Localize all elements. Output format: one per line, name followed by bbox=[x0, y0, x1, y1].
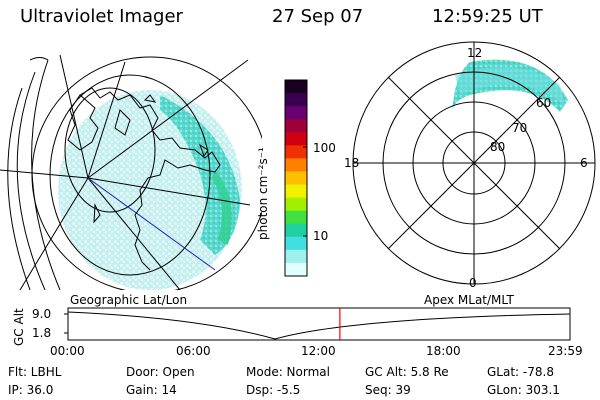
altitude-ytick-bottom: 1.8 bbox=[32, 326, 52, 340]
altitude-ytick-top: 9.0 bbox=[32, 307, 52, 321]
colorbar-swatch bbox=[285, 119, 307, 133]
uv-emission-aurora bbox=[160, 95, 240, 255]
colorbar-swatch bbox=[285, 262, 307, 277]
colorbar-swatch bbox=[285, 249, 307, 264]
mlat-label-60: 60 bbox=[536, 96, 552, 110]
geo-panel-label: Geographic Lat/Lon bbox=[70, 293, 188, 307]
colorbar-swatch bbox=[285, 158, 307, 172]
status-mode: Mode: Normal bbox=[246, 365, 330, 379]
colorbar-swatch bbox=[285, 106, 307, 120]
status-door: Door: Open bbox=[126, 365, 195, 379]
colorbar-swatch bbox=[285, 145, 307, 159]
mlat-label-70: 70 bbox=[512, 121, 528, 135]
coastlines bbox=[67, 87, 221, 271]
altitude-xtick-1200: 12:00 bbox=[301, 344, 336, 358]
colorbar-swatch bbox=[285, 171, 307, 186]
colorbar-swatch bbox=[285, 184, 307, 199]
altitude-ylabel: GC Alt bbox=[12, 308, 26, 346]
colorbar-swatch bbox=[285, 223, 307, 238]
header-time: 12:59:25 UT bbox=[432, 6, 543, 27]
status-glon: GLon: 303.1 bbox=[487, 383, 560, 397]
status-gc-alt: GC Alt: 5.8 Re bbox=[365, 365, 449, 379]
status-flt: Flt: LBHL bbox=[8, 365, 62, 379]
mlt-label-18: 18 bbox=[344, 156, 360, 170]
colorbar-tick-10: 10 bbox=[313, 229, 329, 243]
status-seq: Seq: 39 bbox=[365, 383, 411, 397]
status-dsp: Dsp: -5.5 bbox=[246, 383, 301, 397]
colorbar-swatch bbox=[285, 93, 307, 107]
header-date: 27 Sep 07 bbox=[272, 6, 364, 27]
altitude-xtick-1800: 18:00 bbox=[426, 344, 461, 358]
mlat-label-80: 80 bbox=[490, 140, 506, 154]
altitude-xtick-0000: 00:00 bbox=[50, 344, 85, 358]
mlt-label-6: 6 bbox=[580, 156, 588, 170]
colorbar-swatch bbox=[285, 80, 307, 94]
status-ip: IP: 36.0 bbox=[8, 383, 54, 397]
colorbar bbox=[284, 79, 308, 277]
instrument-title: Ultraviolet Imager bbox=[20, 6, 183, 27]
altitude-plot bbox=[64, 307, 571, 341]
polar-panel-label: Apex MLat/MLT bbox=[424, 293, 514, 307]
geographic-map bbox=[0, 54, 262, 290]
mlt-label-0: 0 bbox=[469, 276, 477, 290]
colorbar-swatch bbox=[285, 236, 307, 251]
altitude-xtick-0600: 06:00 bbox=[176, 344, 211, 358]
polar-plot bbox=[352, 41, 596, 285]
status-glat: GLat: -78.8 bbox=[487, 365, 554, 379]
status-gain: Gain: 14 bbox=[126, 383, 177, 397]
colorbar-tick-100: 100 bbox=[313, 141, 336, 155]
altitude-curve bbox=[67, 311, 571, 340]
colorbar-frame bbox=[284, 79, 308, 277]
mlt-label-12: 12 bbox=[467, 46, 483, 60]
colorbar-swatch bbox=[285, 132, 307, 146]
altitude-xtick-2359: 23:59 bbox=[548, 344, 583, 358]
colorbar-label: photon cm⁻²s⁻¹ bbox=[256, 147, 270, 240]
colorbar-swatch bbox=[285, 210, 307, 225]
colorbar-swatch bbox=[285, 197, 307, 212]
